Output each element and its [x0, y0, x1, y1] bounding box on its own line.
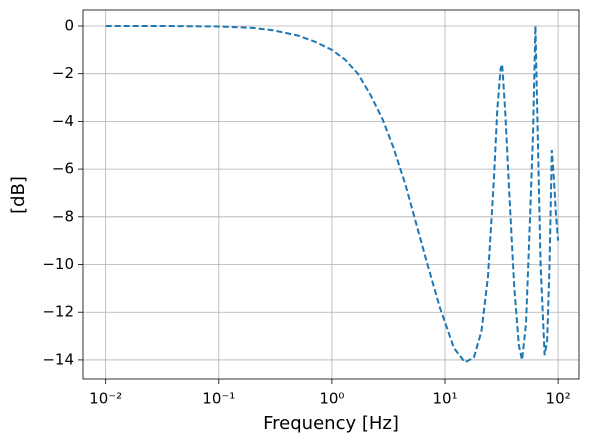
line-series [105, 24, 560, 364]
y-tick-label: −14 [42, 350, 74, 368]
x-tick-label: 10⁻² [89, 390, 122, 408]
y-axis-label: [dB] [8, 176, 29, 214]
y-tick-label: −2 [52, 64, 74, 82]
y-tick-label: −12 [42, 303, 74, 321]
y-tick-label: −8 [52, 207, 74, 225]
x-tick-label: 10⁰ [319, 390, 344, 408]
x-tick-label: 10⁻¹ [202, 390, 235, 408]
y-tick-label: 0 [64, 16, 74, 34]
plot-frame [82, 9, 580, 380]
y-tick-label: −10 [42, 255, 74, 273]
x-tick-label: 10¹ [432, 390, 457, 408]
y-tick-label: −4 [52, 112, 74, 130]
y-tick-label: −6 [52, 160, 74, 178]
x-tick-label: 10² [546, 390, 571, 408]
x-axis-label: Frequency [Hz] [263, 413, 399, 434]
